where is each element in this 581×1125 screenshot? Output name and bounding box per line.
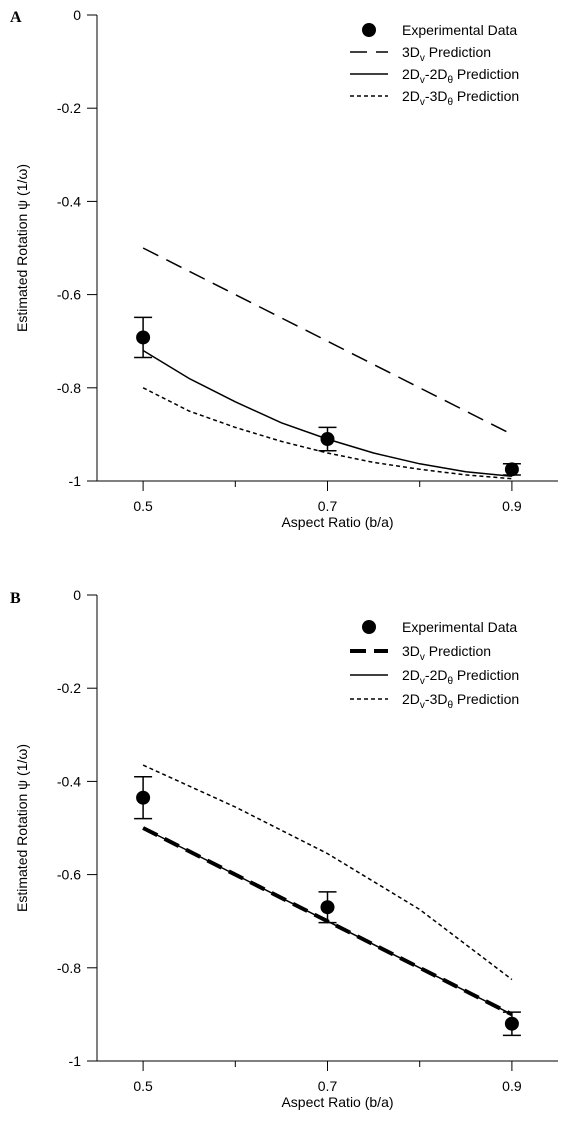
experimental-point: [318, 426, 337, 452]
legend-text-part: Prediction: [453, 667, 519, 683]
legend-text-part: 3D: [402, 643, 420, 659]
x-axis-title: Aspect Ratio (b/a): [281, 514, 393, 530]
x-tick-label: 0.5: [133, 498, 153, 514]
legend-subscript: v: [420, 53, 425, 64]
legend-subscript: v: [420, 676, 425, 687]
x-tick-label: 0.9: [502, 498, 522, 514]
experimental-point: [134, 316, 153, 359]
legend-subscript: v: [420, 652, 425, 663]
legend-text-part: Prediction: [453, 88, 519, 104]
series-2dv3dth-line: [142, 387, 512, 480]
legend-subscript: θ: [447, 75, 453, 86]
y-tick-label: 0: [73, 587, 81, 603]
x-axis-title: Aspect Ratio (b/a): [281, 1094, 393, 1110]
legend-subscript: v: [420, 97, 425, 108]
experimental-point: [502, 462, 521, 477]
legend-subscript: θ: [447, 97, 453, 108]
data-marker: [136, 330, 151, 345]
panel-letter: A: [10, 9, 22, 26]
legend-text-part: Prediction: [453, 66, 519, 82]
data-marker: [136, 790, 151, 805]
legend-text-part: -2D: [425, 66, 448, 82]
panel-a: A 0 -0.2 -0.4 -0.6 -0.8 -1 0.5 0.7 0.9 Aspect Rati…: [10, 7, 558, 530]
x-tick-label: 0.7: [318, 498, 338, 514]
legend-label: 2Dv-3Dθ Prediction: [402, 691, 519, 711]
series-2dv3dth-line: [142, 764, 513, 981]
legend-label: Experimental Data: [402, 22, 517, 38]
y-tick-label: -0.4: [57, 773, 81, 789]
legend-text-part: Prediction: [425, 643, 491, 659]
x-tick-label: 0.9: [502, 1078, 522, 1094]
data-marker: [320, 900, 335, 915]
legend-text-part: 2D: [402, 667, 420, 683]
panel-b: B 0 -0.2 -0.4 -0.6 -0.8 -1 0.5 0.7 0.9 Aspect Rati…: [10, 587, 558, 1110]
y-tick-label: -0.8: [57, 960, 81, 976]
series-2dv2dth-line: [142, 349, 512, 478]
legend-text-part: -2D: [425, 667, 448, 683]
legend-label: 2Dv-2Dθ Prediction: [402, 667, 519, 687]
y-tick-label: -0.6: [57, 287, 81, 303]
experimental-point: [134, 775, 153, 820]
legend-text-part: -3D: [425, 691, 448, 707]
data-marker: [504, 1016, 519, 1031]
y-tick-label: 0: [73, 7, 81, 23]
y-tick-label: -0.2: [57, 100, 81, 116]
legend-subscript: v: [420, 75, 425, 86]
legend-text-part: 3D: [402, 44, 420, 60]
legend-label: 3Dv Prediction: [402, 44, 491, 64]
legend-label: 2Dv-2Dθ Prediction: [402, 66, 519, 86]
data-marker: [320, 432, 335, 447]
experimental-point: [318, 891, 337, 924]
y-tick-label: -0.8: [57, 380, 81, 396]
x-tick-label: 0.5: [133, 1078, 153, 1094]
experimental-point: [502, 1011, 521, 1037]
data-marker: [504, 462, 519, 477]
x-tick-label: 0.7: [318, 1078, 338, 1094]
legend-text-part: Prediction: [425, 44, 491, 60]
legend-marker: [362, 23, 376, 37]
legend-label: 2Dv-3Dθ Prediction: [402, 88, 519, 108]
y-axis-title: Estimated Rotation ψ (1/ω): [14, 164, 30, 332]
legend-text-part: 2D: [402, 88, 420, 104]
y-tick-label: -1: [69, 473, 82, 489]
y-axis-title: Estimated Rotation ψ (1/ω): [14, 744, 30, 912]
legend-marker: [362, 620, 376, 634]
y-tick-label: -0.6: [57, 867, 81, 883]
legend-text-part: 2D: [402, 691, 420, 707]
y-tick-label: -0.2: [57, 680, 81, 696]
series-3dv-line: [142, 247, 513, 436]
panel-letter: B: [10, 590, 21, 607]
legend-label: 3Dv Prediction: [402, 643, 491, 663]
legend-label: Experimental Data: [402, 619, 517, 635]
legend-subscript: θ: [447, 676, 453, 687]
legend-subscript: v: [420, 700, 425, 711]
legend-text-part: -3D: [425, 88, 448, 104]
y-tick-label: -0.4: [57, 193, 81, 209]
legend-text-part: 2D: [402, 66, 420, 82]
y-tick-label: -1: [69, 1053, 82, 1069]
legend-subscript: θ: [447, 700, 453, 711]
legend-text-part: Prediction: [453, 691, 519, 707]
